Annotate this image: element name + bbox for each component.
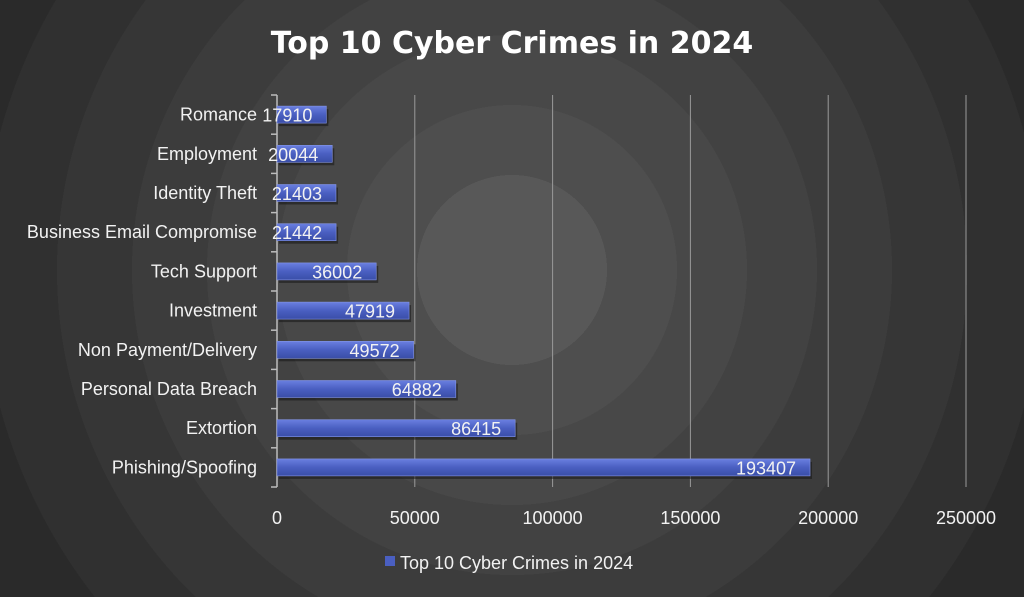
category-label: Employment xyxy=(157,144,257,164)
data-label: 20044 xyxy=(268,145,318,165)
bar xyxy=(276,184,337,202)
bar xyxy=(276,301,410,320)
data-label: 36002 xyxy=(312,262,362,282)
category-label: Romance xyxy=(180,105,257,125)
category-label: Investment xyxy=(169,301,257,321)
x-tick-label: 200000 xyxy=(798,508,858,528)
bar xyxy=(276,380,457,398)
data-label: 21442 xyxy=(272,223,322,243)
category-label: Business Email Compromise xyxy=(27,222,257,242)
category-label: Non Payment/Delivery xyxy=(78,340,257,360)
data-label: 64882 xyxy=(392,380,442,400)
legend: Top 10 Cyber Crimes in 2024 xyxy=(385,553,633,573)
category-label: Phishing/Spoofing xyxy=(112,457,257,477)
category-label: Extortion xyxy=(186,418,257,438)
data-label: 49572 xyxy=(350,341,400,361)
x-tick-label: 250000 xyxy=(936,508,996,528)
chart-title: Top 10 Cyber Crimes in 2024 xyxy=(271,26,753,61)
data-label: 21403 xyxy=(272,184,322,204)
bar xyxy=(276,340,414,359)
bars xyxy=(276,105,813,479)
x-tick-label: 150000 xyxy=(660,508,720,528)
category-label: Tech Support xyxy=(151,261,257,281)
bar xyxy=(276,105,327,124)
bar xyxy=(276,145,333,163)
bar xyxy=(276,223,337,241)
legend-swatch xyxy=(385,556,395,566)
data-label: 47919 xyxy=(345,302,395,322)
data-label: 86415 xyxy=(451,419,501,439)
data-label: 193407 xyxy=(736,458,796,478)
bar xyxy=(276,262,377,281)
x-tick-label: 50000 xyxy=(390,508,440,528)
legend-label: Top 10 Cyber Crimes in 2024 xyxy=(400,553,633,573)
x-tick-label: 100000 xyxy=(523,508,583,528)
value-axis-ticks: 0 50000 100000 150000 200000 250000 xyxy=(272,508,996,528)
data-label: 17910 xyxy=(262,106,312,126)
x-tick-label: 0 xyxy=(272,508,282,528)
category-label: Identity Theft xyxy=(153,183,257,203)
bar xyxy=(276,458,811,477)
category-label: Personal Data Breach xyxy=(81,379,257,399)
bar xyxy=(276,419,516,438)
